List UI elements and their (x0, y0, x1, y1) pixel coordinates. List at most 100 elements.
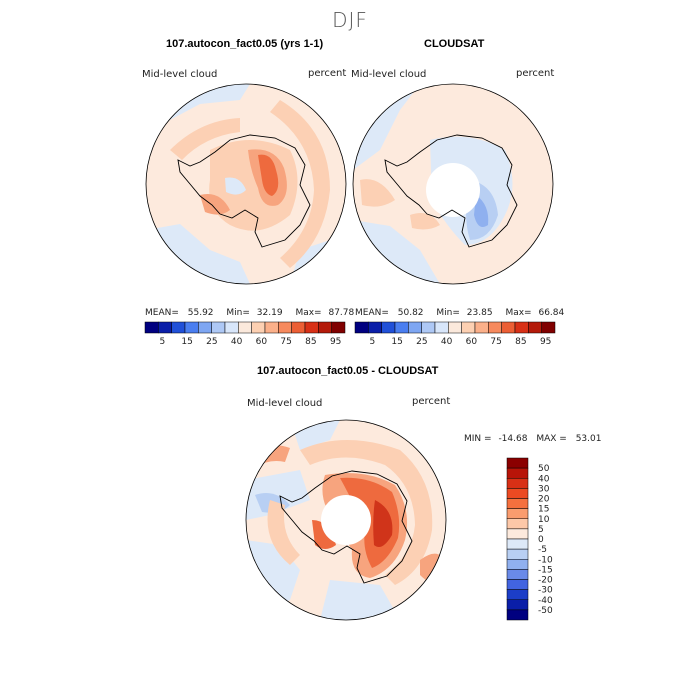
panel1-colorbar-tick-label: 95 (330, 337, 341, 347)
diff-colorbar-swatch (506, 579, 529, 590)
panel2-colorbar-swatch (488, 321, 502, 334)
diff-colorbar-swatch (506, 538, 529, 550)
diff-colorbar-tick-label: 5 (538, 525, 544, 535)
diff-high-cloud (420, 553, 446, 590)
panel1-colorbar-swatch (224, 321, 239, 334)
panel1-map (145, 83, 347, 285)
panel1-red-ring (270, 100, 330, 268)
panel2-field-label: Mid-level cloud (351, 69, 427, 80)
diff-missing-data-hole (321, 495, 371, 545)
panel1-colorbar-swatch (291, 321, 306, 334)
panel1-field-label: Mid-level cloud (142, 69, 218, 80)
panel1-coastline (177, 134, 311, 248)
panel2-colorbar-swatch (528, 321, 542, 334)
panel1-colorbar-tick-label: 40 (231, 337, 243, 347)
diff-colorbar-swatch (506, 488, 529, 499)
panel2-coastline (384, 134, 518, 248)
panel1-colorbar-tick-label: 5 (159, 337, 165, 347)
panel1-blue-region (225, 177, 246, 195)
panel2-frame (352, 83, 554, 285)
panel2-colorbar-swatch (368, 321, 382, 334)
panel1-mean-value: 55.92 (187, 308, 214, 318)
diff-colorbar-swatch (506, 559, 529, 570)
panel1-colorbar: 5 15 25 40 60 75 85 95 (144, 321, 346, 347)
panel2-colorbar-tick-label: 5 (369, 337, 375, 347)
panel2-colorbar-tick-label: 40 (441, 337, 453, 347)
panel2-colorbar-tick-label: 60 (466, 337, 478, 347)
panel2-mean-label: MEAN= (355, 308, 389, 318)
diff-high-cloud (373, 500, 393, 548)
panel1-colorbar-swatch (251, 321, 266, 334)
diff-colorbar-swatch (506, 498, 529, 509)
diff-blue-region (320, 580, 400, 620)
panel2-colorbar-tick-label: 85 (515, 337, 526, 347)
panel1-high-cloud (200, 194, 230, 215)
diff-colorbar-swatch (506, 478, 529, 489)
diff-field-label: Mid-level cloud (247, 398, 323, 409)
diff-colorbar-tick-label: -10 (538, 555, 553, 565)
panel2-red-region (410, 212, 440, 230)
panel2-colorbar-swatch (394, 321, 409, 334)
panel2-stats: MEAN= 50.82 Min= 23.85 Max= 66.84 (355, 308, 564, 318)
figure-season-title: DJF (332, 8, 368, 32)
panel2-colorbar-swatch (354, 321, 369, 334)
panel1-max-label: Max= (295, 308, 322, 318)
panel2-colorbar-swatch (461, 321, 476, 334)
diff-colorbar-tick-label: 15 (538, 505, 549, 515)
panel2-red-region (360, 179, 395, 207)
panel1-max-value: 87.78 (328, 308, 355, 318)
diff-frame (245, 419, 447, 621)
panel2-colorbar-swatch (514, 321, 529, 334)
diff-colorbar-swatch (506, 508, 529, 519)
panel2-colorbar-swatch (541, 321, 556, 334)
panel1-high-cloud (258, 154, 279, 196)
panel1-min-value: 32.19 (256, 308, 283, 318)
diff-colorbar-tick-label: 30 (538, 484, 550, 494)
diff-colorbar-tick-label: -20 (538, 576, 553, 586)
panel2-colorbar-tick-label: 15 (391, 337, 402, 347)
diff-high-cloud (312, 520, 336, 549)
panel1-colorbar-tick-label: 60 (256, 337, 268, 347)
panel1-min-label: Min= (226, 308, 250, 318)
panel2-colorbar-tick-label: 95 (540, 337, 551, 347)
panel1-colorbar-tick-label: 25 (206, 337, 217, 347)
panel2-max-label: Max= (505, 308, 532, 318)
panel2-mean-value: 50.82 (397, 308, 424, 318)
panel2-map (352, 83, 554, 285)
panel2-min-label: Min= (436, 308, 460, 318)
panel1-stats: MEAN= 55.92 Min= 32.19 Max= 87.78 (145, 308, 354, 318)
panel2-colorbar-swatch (448, 321, 462, 334)
diff-colorbar-swatch (506, 528, 529, 540)
diff-colorbar-tick-label: -40 (538, 596, 553, 606)
panel1-colorbar-swatch (318, 321, 332, 334)
panel1-colorbar-swatch (144, 321, 159, 334)
panel1-colorbar-swatch (278, 321, 292, 334)
diff-colorbar-swatch (506, 548, 529, 560)
panel2-missing-data-hole (426, 163, 480, 217)
panel1-colorbar-swatch (211, 321, 226, 334)
panel1-colorbar-tick-label: 75 (280, 337, 291, 347)
diff-min-label: MIN = (464, 434, 492, 444)
diff-red-ring (300, 440, 433, 585)
diff-colorbar-tick-label: 40 (538, 474, 550, 484)
panel1-colorbar-swatch (184, 321, 199, 334)
panel1-title: 107.autocon_fact0.05 (yrs 1-1) (166, 38, 324, 50)
panel1-colorbar-tick-label: 15 (181, 337, 192, 347)
diff-min-value: -14.68 (498, 434, 528, 444)
panel2-colorbar-swatch (474, 321, 489, 334)
panel1-colorbar-swatch (264, 321, 279, 334)
panel2-colorbar-tick-label: 75 (490, 337, 501, 347)
panel1-mean-label: MEAN= (145, 308, 179, 318)
diff-colorbar-tick-label: 0 (538, 535, 544, 545)
diff-panel-title: 107.autocon_fact0.05 - CLOUDSAT (257, 365, 439, 377)
panel1-colorbar-swatch (304, 321, 319, 334)
diff-colorbar-tick-label: -15 (538, 565, 553, 575)
diff-colorbar-swatch (506, 518, 529, 530)
panel2-colorbar-swatch (501, 321, 516, 334)
panel2-colorbar-swatch (381, 321, 396, 334)
diff-max-label: MAX = (536, 434, 567, 444)
diff-colorbar-swatch (506, 589, 529, 600)
diff-map (245, 419, 447, 621)
